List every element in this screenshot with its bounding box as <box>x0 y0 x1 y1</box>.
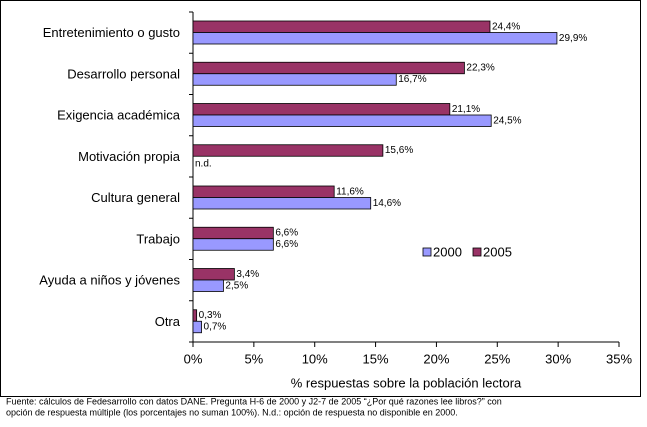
bar <box>192 61 465 75</box>
bar <box>192 309 198 322</box>
category-label: Cultura general <box>91 190 180 205</box>
value-label: 6,6% <box>275 228 298 239</box>
legend-swatch <box>422 247 432 257</box>
bar <box>192 185 335 198</box>
category-label: Entretenimiento o gusto <box>43 25 180 40</box>
value-label: 21,1% <box>452 104 480 115</box>
value-label: 2,5% <box>225 280 248 291</box>
x-tick-label: 35% <box>606 351 632 366</box>
bar <box>192 114 492 127</box>
bar <box>192 279 224 292</box>
bar <box>192 73 397 86</box>
category-label: Motivación propia <box>78 149 181 164</box>
legend-swatch <box>472 247 482 257</box>
footnote: Fuente: cálculos de Fedesarrollo con dat… <box>6 396 502 406</box>
value-label: n.d. <box>195 159 212 170</box>
value-label: 11,6% <box>336 186 364 197</box>
footnote: opción de respuesta múltiple (los porcen… <box>6 407 458 417</box>
x-tick-label: 15% <box>363 351 389 366</box>
value-label: 6,6% <box>275 239 298 250</box>
bar <box>192 226 274 240</box>
x-tick-label: 20% <box>423 351 449 366</box>
category-label: Desarrollo personal <box>67 66 180 81</box>
value-label: 3,4% <box>236 269 259 280</box>
x-tick-label: 5% <box>244 351 263 366</box>
category-label: Ayuda a niños y jóvenes <box>39 273 180 288</box>
bar <box>192 103 451 116</box>
bar <box>192 32 558 45</box>
bar <box>192 238 274 251</box>
bar <box>192 320 202 334</box>
category-label: Exigencia académica <box>57 108 181 123</box>
legend-label: 2005 <box>483 244 512 259</box>
bar <box>192 197 372 210</box>
x-tick-label: 0% <box>184 351 203 366</box>
value-label: 16,7% <box>398 74 426 85</box>
x-axis-label: % respuestas sobre la población lectora <box>291 375 522 390</box>
value-label: 0,3% <box>199 310 222 321</box>
value-label: 15,6% <box>385 145 413 156</box>
category-label: Trabajo <box>136 231 180 246</box>
x-tick-label: 25% <box>484 351 510 366</box>
value-label: 22,3% <box>466 63 494 74</box>
category-label: Otra <box>155 314 181 329</box>
bar <box>192 268 235 281</box>
value-label: 14,6% <box>373 198 401 209</box>
value-label: 29,9% <box>559 33 587 44</box>
x-tick-label: 30% <box>545 351 571 366</box>
value-label: 24,5% <box>493 115 521 126</box>
x-tick-label: 10% <box>302 351 328 366</box>
bar <box>192 144 384 157</box>
legend-label: 2000 <box>433 244 462 259</box>
value-label: 24,4% <box>492 21 520 32</box>
frame <box>0 0 641 397</box>
value-label: 0,7% <box>204 322 227 333</box>
bar <box>192 20 491 33</box>
